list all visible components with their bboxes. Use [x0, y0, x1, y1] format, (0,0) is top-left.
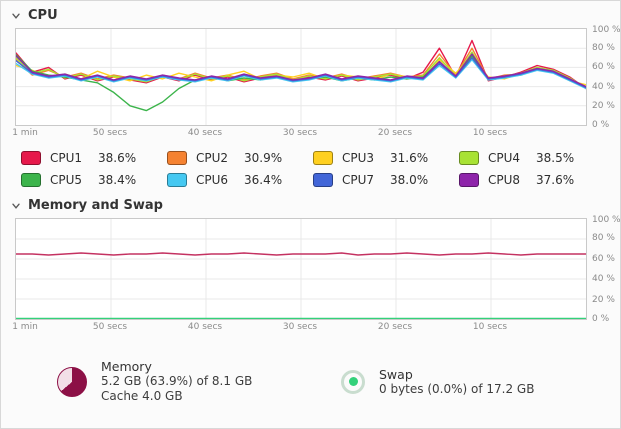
swap-pie-icon [341, 369, 365, 394]
memory-swap-chart [15, 218, 587, 320]
cpu-usage-chart [15, 28, 587, 126]
cpu2-label: CPU2 [196, 151, 229, 165]
y-tick: 60 % [592, 62, 615, 73]
legend-item-cpu2: CPU2 30.9% [167, 151, 313, 165]
cpu6-label: CPU6 [196, 173, 229, 187]
x-tick: 40 secs [187, 322, 223, 332]
cpu-x-axis: 1 min 50 secs 40 secs 30 secs 20 secs 10… [12, 126, 585, 141]
memory-cache: Cache 4.0 GB [101, 389, 183, 403]
x-tick: 30 secs [282, 128, 318, 138]
cpu7-label: CPU7 [342, 173, 375, 187]
y-tick: 20 % [592, 101, 615, 112]
y-tick: 40 % [592, 81, 615, 92]
legend-item-cpu3: CPU3 31.6% [313, 151, 459, 165]
cpu7-color-swatch [313, 173, 333, 187]
memory-section-header[interactable]: Memory and Swap [1, 191, 620, 218]
cpu4-color-swatch [459, 151, 479, 165]
y-tick: 60 % [592, 253, 615, 264]
x-tick: 40 secs [187, 128, 223, 138]
memory-section-title: Memory and Swap [28, 198, 163, 213]
swap-usage: 0 bytes (0.0%) of 17.2 GB [379, 381, 535, 396]
x-tick: 30 secs [282, 322, 318, 332]
cpu8-value: 37.6% [536, 173, 575, 187]
y-tick: 20 % [592, 294, 615, 305]
y-tick: 80 % [592, 42, 615, 53]
cpu8-color-swatch [459, 173, 479, 187]
cpu5-value: 38.4% [98, 173, 137, 187]
memory-title: Memory [101, 359, 152, 374]
cpu5-color-swatch [21, 173, 41, 187]
cpu-section-header[interactable]: CPU [1, 1, 620, 28]
legend-item-cpu6: CPU6 36.4% [167, 173, 313, 187]
x-tick: 20 secs [377, 322, 413, 332]
memory-chart-area: 100 % 80 % 60 % 40 % 20 % 0 % [15, 215, 621, 324]
cpu2-value: 30.9% [244, 151, 283, 165]
x-tick: 50 secs [92, 322, 128, 332]
y-tick: 80 % [592, 233, 615, 244]
cpu1-label: CPU1 [50, 151, 83, 165]
cpu4-label: CPU4 [488, 151, 521, 165]
y-tick: 40 % [592, 274, 615, 285]
legend-item-cpu1: CPU1 38.6% [21, 151, 167, 165]
cpu1-value: 38.6% [98, 151, 137, 165]
cpu1-color-swatch [21, 151, 41, 165]
swap-title: Swap [379, 366, 413, 382]
cpu-y-axis: 100 % 80 % 60 % 40 % 20 % 0 % [587, 24, 621, 130]
swap-stat: Swap 0 bytes (0.0%) of 17.2 GB [341, 359, 534, 404]
memory-stat: Memory 5.2 GB (63.9%) of 8.1 GB Cache 4.… [57, 359, 341, 404]
cpu6-color-swatch [167, 173, 187, 187]
y-tick: 0 % [592, 120, 610, 131]
cpu5-label: CPU5 [50, 173, 83, 187]
legend-item-cpu4: CPU4 38.5% [459, 151, 605, 165]
cpu2-color-swatch [167, 151, 187, 165]
x-tick: 10 secs [472, 128, 508, 138]
cpu3-color-swatch [313, 151, 333, 165]
memory-usage: 5.2 GB (63.9%) of 8.1 GB [101, 374, 253, 388]
chevron-down-icon [12, 203, 20, 209]
cpu4-value: 38.5% [536, 151, 575, 165]
y-tick: 0 % [592, 313, 610, 324]
memory-y-axis: 100 % 80 % 60 % 40 % 20 % 0 % [587, 215, 621, 324]
memory-pie-icon [57, 366, 87, 397]
cpu3-value: 31.6% [390, 151, 429, 165]
x-tick: 50 secs [92, 128, 128, 138]
cpu3-label: CPU3 [342, 151, 375, 165]
x-tick: 1 min [12, 128, 38, 138]
cpu7-value: 38.0% [390, 173, 429, 187]
x-tick: 10 secs [472, 322, 508, 332]
cpu-legend: CPU1 38.6% CPU2 30.9% CPU3 31.6% CPU4 38… [21, 151, 620, 187]
y-tick: 100 % [592, 215, 621, 226]
cpu6-value: 36.4% [244, 173, 283, 187]
x-tick: 1 min [12, 322, 38, 332]
legend-item-cpu7: CPU7 38.0% [313, 173, 459, 187]
stats-row: Memory 5.2 GB (63.9%) of 8.1 GB Cache 4.… [57, 359, 620, 404]
cpu-section-title: CPU [28, 8, 58, 23]
legend-item-cpu5: CPU5 38.4% [21, 173, 167, 187]
chevron-down-icon [12, 13, 20, 19]
cpu-chart-area: 100 % 80 % 60 % 40 % 20 % 0 % [15, 24, 621, 130]
legend-item-cpu8: CPU8 37.6% [459, 173, 605, 187]
x-tick: 20 secs [377, 128, 413, 138]
cpu8-label: CPU8 [488, 173, 521, 187]
y-tick: 100 % [592, 24, 621, 35]
swap-dot-icon [348, 377, 358, 386]
memory-x-axis: 1 min 50 secs 40 secs 30 secs 20 secs 10… [12, 320, 585, 335]
